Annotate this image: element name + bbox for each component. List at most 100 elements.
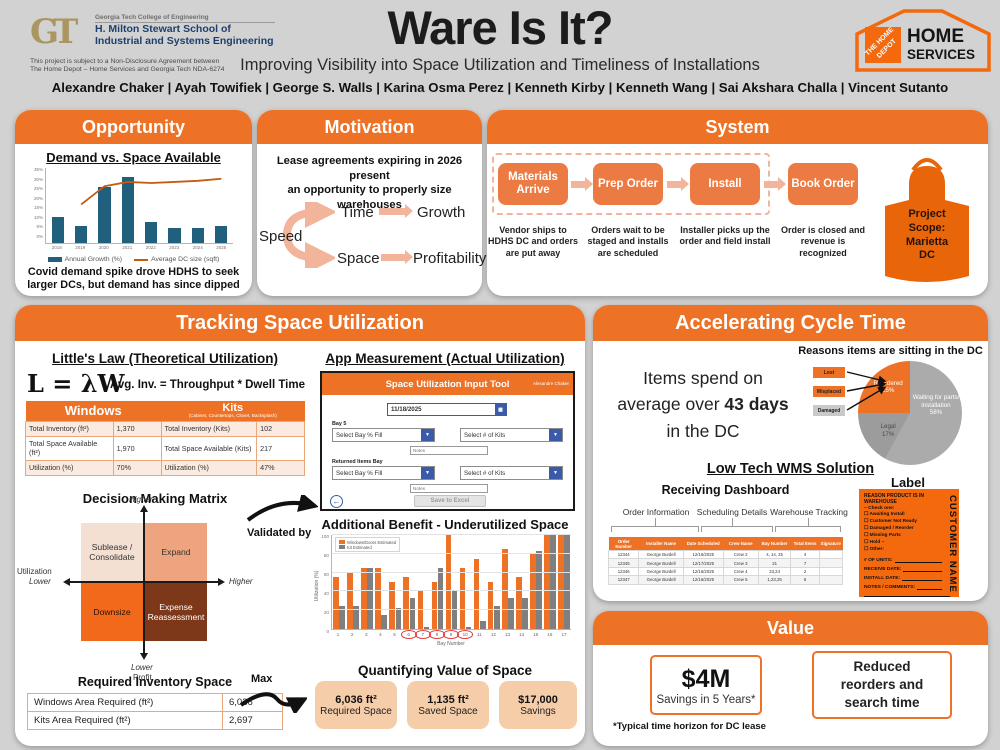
axis-arrow-up-icon	[140, 505, 148, 512]
matrix-left-axis-name: Utilization	[17, 567, 52, 576]
table-row: Total Inventory (ft²) 1,370 Total Invento…	[25, 420, 305, 437]
gt-school-line2: Industrial and Systems Engineering	[95, 35, 274, 48]
back-arrow-icon[interactable]: ←	[330, 495, 343, 508]
returned-kits-dropdown[interactable]: Select # of Kits ▼	[460, 466, 563, 480]
flow-arrow-icon	[764, 177, 786, 191]
value-footnote: *Typical time horizon for DC lease	[613, 721, 766, 732]
required-space-table: Windows Area Required (ft²) 6,036 Kits Ar…	[27, 693, 283, 730]
bar-bay-utilization	[417, 591, 424, 629]
motivation-growth: Growth	[417, 204, 466, 221]
matrix-left-label: Lower	[29, 577, 51, 586]
label-check-one: – Check one:	[864, 506, 895, 511]
motivation-text: Lease agreements expiring in 2026 presen…	[276, 155, 463, 211]
bar-bay-utilization	[544, 535, 550, 629]
calendar-icon[interactable]: ▦	[495, 404, 506, 415]
bar-bay-utilization	[515, 577, 522, 629]
app-user-name: Alexandre Chaker	[532, 381, 569, 386]
bay-fill-dropdown[interactable]: Select Bay % Fill ▼	[332, 428, 435, 442]
motivation-time: Time	[341, 204, 374, 221]
dwell-days-bold: 43 days	[724, 394, 789, 415]
bays-plot-area: Windows/Doors Estimated Kit Estimated	[331, 534, 571, 630]
app-toolbar: Space Utilization Input Tool Alexandre C…	[322, 373, 573, 395]
callout-damaged: Damaged	[813, 405, 845, 416]
bays-x-axis-title: Bay Number	[437, 641, 465, 647]
nda-disclaimer: This project is subject to a Non-Disclos…	[30, 58, 225, 74]
motivation-speed: Speed	[259, 228, 303, 245]
demand-chart: 35% 30% 25% 20% 15% 10% 5% 0% 2018 2019 2020 2021 2…	[29, 167, 237, 252]
bar-bay-utilization	[473, 558, 480, 629]
label-title: REASON PRODUCT IS IN WAREHOUSE	[864, 493, 925, 505]
demand-chart-title: Demand vs. Space Available	[46, 150, 221, 165]
bay-kits-dropdown[interactable]: Select # of Kits ▼	[460, 428, 563, 442]
matrix-heading: Decision Making Matrix	[82, 491, 228, 506]
chevron-down-icon[interactable]: ▼	[421, 429, 434, 441]
notes-input[interactable]	[410, 446, 488, 455]
system-header: System	[487, 110, 988, 144]
benefit-heading: Additional Benefit - Underutilized Space	[321, 517, 569, 532]
matrix-quadrant-expand: Expand	[145, 523, 207, 581]
matrix-quadrant-expense: Expense Reassessment	[145, 583, 207, 641]
gt-logo: GT	[30, 12, 88, 52]
label-notes-line	[864, 595, 950, 597]
line-swatch-icon	[134, 258, 149, 261]
bar-annual-growth	[168, 228, 181, 243]
tracking-header: Tracking Space Utilization	[15, 305, 585, 341]
bar-bay-utilization	[508, 597, 514, 629]
order-info-brace	[611, 526, 699, 532]
bar-annual-growth	[121, 176, 134, 243]
flow-arrow-icon	[667, 177, 689, 191]
dashboard-heading: Receiving Dashboard	[661, 483, 790, 497]
warehouse-brace	[775, 526, 841, 532]
bar-bay-utilization	[479, 621, 486, 629]
bar-bay-utilization	[437, 567, 444, 629]
apron-icon	[885, 158, 969, 282]
wms-heading: Low Tech WMS Solution	[706, 461, 875, 477]
notes-input[interactable]	[410, 484, 488, 493]
bays-legend: Windows/Doors Estimated Kit Estimated	[335, 537, 401, 552]
label-customer-name: CUSTOMER NAME	[947, 495, 958, 593]
save-to-excel-button[interactable]: Save to Excel	[414, 495, 486, 507]
flow-caption-2: Orders wait to be staged and installs ar…	[587, 225, 669, 258]
time-growth-arrow-icon	[379, 204, 413, 218]
demand-y-axis: 35% 30% 25% 20% 15% 10% 5% 0%	[33, 167, 43, 239]
pie-title: Reasons items are sitting in the DC	[798, 345, 983, 357]
home-depot-logo: THE HOME DEPOT HOME SERVICES	[852, 4, 994, 74]
pie-label-legal: Legal 17%	[880, 423, 896, 438]
apron-scope-text: Project Scope: Marietta DC	[905, 208, 949, 262]
table-row: Kits Area Required (ft²) 2,697	[27, 711, 283, 730]
bar-bay-utilization	[558, 535, 564, 629]
cycle-header: Accelerating Cycle Time	[593, 305, 988, 341]
bar-bay-utilization	[381, 614, 388, 629]
littles-formula-text: Avg. Inv. = Throughput * Dwell Time	[110, 379, 305, 391]
axis-arrow-left-icon	[63, 578, 70, 586]
poster-subtitle: Improving Visibility into Space Utilizat…	[240, 56, 760, 74]
chevron-down-icon[interactable]: ▼	[421, 467, 434, 479]
demand-line-overlay	[46, 168, 233, 243]
chevron-down-icon[interactable]: ▼	[549, 429, 562, 441]
label-heading: Label	[891, 475, 925, 490]
value-panel: Value $4M Savings in 5 Years* *Typical t…	[593, 611, 988, 746]
bar-bay-utilization	[530, 553, 536, 629]
callout-arrows-icon	[846, 371, 887, 411]
bar-annual-growth	[191, 228, 204, 243]
bar-bay-utilization	[487, 582, 494, 629]
bar-bay-utilization	[536, 550, 542, 629]
bar-annual-growth	[145, 221, 158, 243]
bar-bay-utilization	[522, 597, 528, 629]
bar-bay-utilization	[375, 567, 381, 629]
bar-bay-utilization	[431, 582, 438, 629]
poster-title: Ware Is It?	[387, 1, 614, 54]
authors-line: Alexandre Chaker | Ayah Towifiek | Georg…	[51, 80, 949, 95]
bar-bay-utilization	[347, 572, 353, 629]
matrix-bottom-axis-name: Profit	[133, 673, 152, 682]
bar-bay-utilization	[465, 627, 472, 629]
bar-bay-utilization	[361, 567, 367, 629]
motivation-header: Motivation	[257, 110, 482, 144]
date-input[interactable]: 11/18/2025 ▦	[387, 403, 507, 416]
returned-fill-dropdown[interactable]: Select Bay % Fill ▼	[332, 466, 435, 480]
chevron-down-icon[interactable]: ▼	[549, 467, 562, 479]
validated-by-arrow-icon	[246, 495, 318, 522]
motivation-panel: Motivation Lease agreements expiring in …	[257, 110, 486, 296]
table-row: 12344 George Burdell 12/16/2025 Crew 2 4, 14…	[607, 549, 844, 560]
tracking-panel: Tracking Space Utilization Little's Law …	[15, 305, 585, 746]
